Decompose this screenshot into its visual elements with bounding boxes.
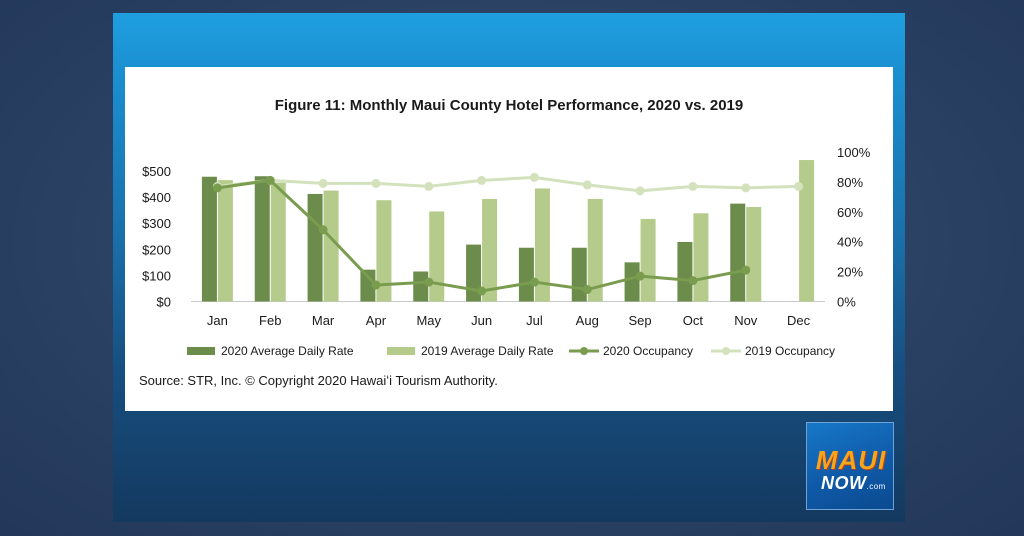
line-2020-occupancy: [217, 178, 747, 293]
legend-swatch-marker: [580, 347, 588, 355]
bar-2020-adr: [571, 247, 587, 302]
y-axis-right: 0% 20% 40% 60% 80% 100%: [837, 145, 871, 310]
bar-2019-adr: [746, 207, 762, 302]
chart-title: Figure 11: Monthly Maui County Hotel Per…: [275, 97, 743, 114]
point-2020-occupancy: [424, 277, 434, 287]
logo-maui-text: MAUI: [815, 445, 887, 475]
x-tick-label: Dec: [787, 313, 811, 328]
x-tick-label: Jan: [207, 313, 228, 328]
y-left-tick-label: $200: [142, 242, 171, 257]
y-left-tick-label: $0: [157, 295, 171, 310]
bar-2019-adr: [323, 190, 339, 302]
hotel-performance-chart: Figure 11: Monthly Maui County Hotel Per…: [139, 97, 871, 388]
point-2020-occupancy: [265, 175, 275, 185]
legend-entry-label: 2020 Average Daily Rate: [221, 344, 354, 358]
y-left-tick-label: $400: [142, 190, 171, 205]
bar-2020-adr: [360, 269, 376, 302]
point-2019-occupancy: [371, 178, 381, 188]
x-tick-label: Jul: [526, 313, 543, 328]
legend-entry-label: 2020 Occupancy: [603, 344, 693, 358]
logo-now-text: NOW.com: [821, 473, 891, 494]
legend-entry-label: 2019 Occupancy: [745, 344, 835, 358]
bar-2019-adr: [376, 200, 392, 302]
x-tick-label: Feb: [259, 313, 281, 328]
y-left-tick-label: $500: [142, 164, 171, 179]
y-left-tick-label: $100: [142, 268, 171, 283]
legend-swatch: [187, 347, 215, 355]
point-2020-occupancy: [371, 280, 381, 290]
x-tick-label: Jun: [471, 313, 492, 328]
logo-now-word: NOW: [821, 473, 867, 493]
point-2019-occupancy: [318, 178, 328, 188]
bar-2019-adr: [429, 211, 445, 302]
bar-2020-adr: [466, 244, 482, 302]
point-2020-occupancy: [688, 276, 698, 286]
bar-2019-adr: [640, 219, 656, 302]
bar-2020-adr: [677, 241, 693, 302]
point-2020-occupancy: [212, 183, 222, 193]
point-2019-occupancy: [582, 180, 592, 190]
bar-2019-adr: [217, 180, 233, 302]
x-tick-label: Oct: [683, 313, 704, 328]
chart-card: Figure 11: Monthly Maui County Hotel Per…: [125, 67, 893, 411]
y-right-tick-label: 20%: [837, 265, 863, 280]
bar-2019-adr: [587, 198, 603, 302]
x-tick-label: Nov: [734, 313, 758, 328]
bar-2019-adr: [799, 160, 815, 302]
legend: 2020 Average Daily Rate 2019 Average Dail…: [187, 344, 835, 358]
point-2019-occupancy: [477, 175, 487, 185]
line-marks: [212, 172, 804, 296]
line-2019-occupancy: [217, 175, 799, 193]
bar-marks: [201, 160, 815, 302]
point-2019-occupancy: [794, 181, 804, 191]
source-note: Source: STR, Inc. © Copyright 2020 Hawai…: [139, 373, 498, 388]
legend-swatch-marker: [722, 347, 730, 355]
point-2019-occupancy: [529, 172, 539, 182]
x-tick-label: Mar: [312, 313, 335, 328]
x-tick-label: May: [416, 313, 441, 328]
bar-2019-adr: [534, 188, 550, 302]
legend-swatch: [387, 347, 415, 355]
bar-2020-adr: [413, 271, 429, 302]
bar-2019-adr: [270, 182, 286, 302]
legend-entry-label: 2019 Average Daily Rate: [421, 344, 554, 358]
point-2020-occupancy: [529, 277, 539, 287]
point-2019-occupancy: [688, 181, 698, 191]
x-tick-label: Aug: [576, 313, 599, 328]
point-2019-occupancy: [424, 181, 434, 191]
logo-com-suffix: .com: [866, 482, 886, 491]
y-left-tick-label: $300: [142, 216, 171, 231]
bar-2020-adr: [254, 176, 270, 302]
bar-2020-adr: [201, 176, 217, 302]
point-2020-occupancy: [741, 265, 751, 275]
point-2020-occupancy: [318, 225, 328, 235]
x-tick-label: Apr: [366, 313, 387, 328]
maui-now-logo: MAUI NOW.com: [806, 422, 894, 510]
bar-2020-adr: [730, 203, 746, 302]
y-right-tick-label: 80%: [837, 175, 863, 190]
bar-2020-adr: [307, 193, 323, 302]
point-2019-occupancy: [741, 183, 751, 193]
y-right-tick-label: 100%: [837, 145, 871, 160]
bar-2020-adr: [624, 262, 640, 302]
point-2020-occupancy: [477, 286, 487, 296]
y-axis-left: $0 $100 $200 $300 $400 $500: [142, 164, 171, 310]
point-2020-occupancy: [635, 271, 645, 281]
x-axis: Jan Feb Mar Apr May Jun Jul Aug Sep Oct Nov Dec: [207, 313, 811, 328]
bar-2019-adr: [482, 198, 498, 302]
x-tick-label: Sep: [629, 313, 652, 328]
y-right-tick-label: 60%: [837, 205, 863, 220]
y-right-tick-label: 40%: [837, 235, 863, 250]
point-2020-occupancy: [582, 285, 592, 295]
bar-2019-adr: [693, 213, 709, 302]
bar-2020-adr: [518, 247, 534, 302]
point-2019-occupancy: [635, 186, 645, 196]
y-right-tick-label: 0%: [837, 295, 856, 310]
